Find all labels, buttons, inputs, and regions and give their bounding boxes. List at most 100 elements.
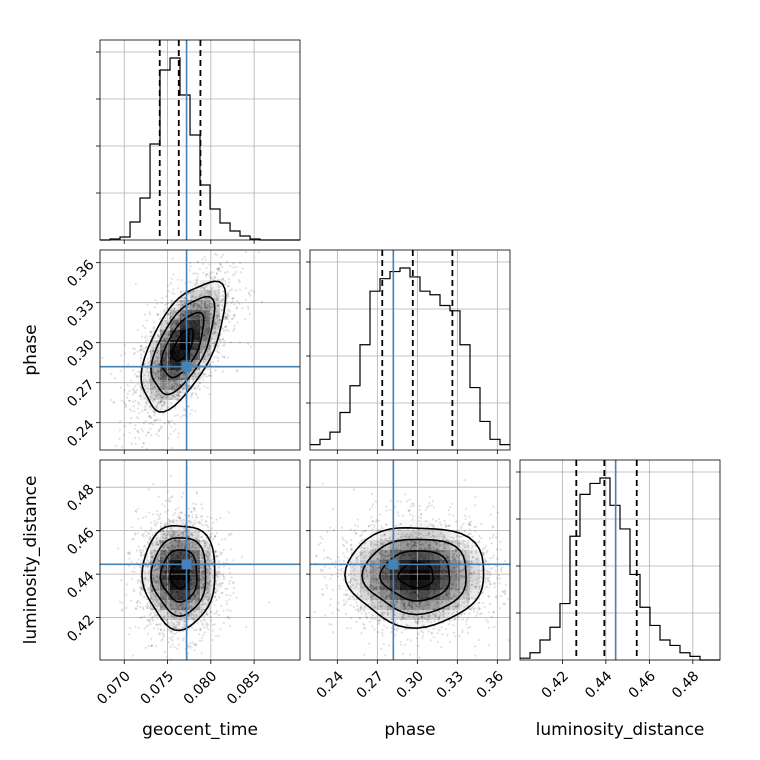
sample-point — [204, 544, 207, 547]
sample-point — [121, 445, 124, 448]
sample-point — [180, 300, 184, 304]
sample-point — [214, 330, 217, 333]
sample-point — [174, 611, 177, 614]
sample-point — [175, 612, 178, 615]
sample-point — [179, 314, 182, 317]
density-cell — [420, 580, 431, 591]
sample-point — [171, 547, 174, 551]
sample-point — [217, 543, 220, 546]
sample-point — [210, 317, 213, 320]
sample-point — [188, 574, 192, 577]
sample-point — [407, 573, 410, 577]
density-cell — [160, 330, 171, 341]
sample-point — [466, 565, 469, 568]
density-cell — [470, 560, 481, 571]
sample-point — [200, 608, 203, 612]
sample-point — [177, 363, 180, 366]
sample-point — [162, 533, 165, 536]
sample-point — [226, 356, 229, 359]
sample-point — [489, 513, 492, 516]
sample-point — [168, 602, 171, 605]
sample-point — [209, 276, 212, 279]
sample-point — [179, 577, 182, 580]
sample-point — [165, 337, 168, 340]
sample-point — [215, 518, 218, 521]
sample-point — [131, 393, 134, 396]
sample-point — [150, 521, 153, 524]
sample-point — [174, 379, 177, 382]
sample-point — [166, 313, 170, 316]
sample-point — [164, 367, 167, 370]
sample-point — [152, 574, 155, 577]
density-cell — [350, 600, 361, 611]
sample-point — [144, 578, 147, 581]
sample-point — [133, 348, 136, 351]
sample-point — [192, 665, 194, 667]
sample-point — [192, 304, 195, 307]
sample-point — [157, 349, 160, 352]
sample-point — [212, 277, 215, 280]
sample-point — [183, 352, 186, 356]
sample-point — [171, 361, 174, 364]
sample-point — [158, 517, 162, 520]
density-cell — [340, 560, 351, 571]
sample-point — [145, 561, 148, 565]
sample-point — [182, 594, 185, 597]
sample-point — [218, 338, 221, 341]
sample-point — [225, 602, 229, 606]
sample-point — [161, 608, 164, 611]
sample-point — [178, 350, 181, 353]
density-cell — [400, 600, 411, 611]
density-cell — [210, 280, 221, 291]
sample-point — [183, 619, 186, 623]
sample-point — [170, 564, 173, 568]
sample-point — [154, 645, 158, 648]
sample-point — [183, 336, 186, 339]
sample-point — [148, 396, 152, 399]
sample-point — [134, 424, 137, 427]
sample-point — [155, 543, 158, 546]
density-cell — [140, 360, 151, 371]
sample-point — [174, 380, 177, 383]
sample-point — [160, 558, 163, 561]
sample-point — [190, 296, 193, 299]
density-cell — [150, 360, 161, 371]
sample-point — [221, 328, 224, 331]
sample-point — [215, 314, 218, 317]
sample-point — [172, 579, 175, 582]
sample-point — [151, 590, 154, 593]
sample-point — [221, 298, 224, 301]
sample-point — [198, 306, 201, 309]
sample-point — [158, 370, 161, 373]
sample-point — [143, 362, 146, 365]
sample-point — [131, 526, 134, 529]
sample-point — [177, 554, 180, 558]
sample-point — [171, 579, 175, 582]
sample-point — [161, 373, 164, 376]
sample-point — [175, 357, 179, 360]
sample-point — [204, 306, 207, 309]
sample-point — [158, 560, 161, 563]
sample-point — [171, 603, 174, 606]
density-cell — [190, 360, 201, 371]
sample-point — [199, 309, 202, 312]
sample-point — [146, 602, 150, 605]
sample-point — [199, 333, 202, 336]
sample-point — [233, 324, 236, 327]
sample-point — [170, 527, 173, 530]
sample-point — [156, 359, 159, 362]
sample-point — [182, 578, 185, 582]
sample-point — [252, 290, 256, 293]
sample-point — [176, 566, 179, 569]
sample-point — [159, 541, 162, 544]
sample-point — [202, 338, 205, 341]
density-cell — [180, 320, 191, 331]
sample-point — [152, 513, 155, 516]
density-cell — [170, 360, 181, 371]
sample-point — [175, 370, 178, 373]
sample-point — [223, 271, 226, 274]
sample-point — [178, 318, 181, 321]
sample-point — [200, 302, 203, 305]
sample-point — [167, 313, 170, 316]
sample-point — [475, 614, 478, 617]
